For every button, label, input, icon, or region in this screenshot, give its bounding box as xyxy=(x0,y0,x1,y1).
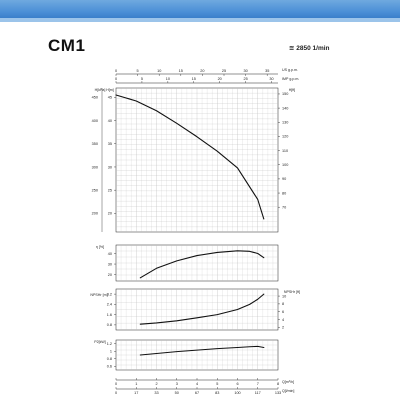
top-axis-imp-tick-label: 0 xyxy=(115,77,117,81)
power-axis-tick-label: 0.8 xyxy=(107,357,112,361)
bottom-axis-m3h-tick-label: 1 xyxy=(135,382,137,386)
bottom-axis-m3h-tick-label: 6 xyxy=(236,382,238,386)
left-axis-kpa-tick-label: 200 xyxy=(92,212,98,216)
eff-axis-label: η [%] xyxy=(96,245,104,249)
left-axis-kpa-tick-label: 250 xyxy=(92,188,98,192)
eff-axis-tick-label: 40 xyxy=(108,252,112,256)
bottom-axis-m3h-label: Q[m³/h] xyxy=(282,380,294,384)
npsh-ft-axis-tick-label: 8 xyxy=(282,302,284,306)
bottom-axis-lmin-tick-label: 133 xyxy=(275,391,281,395)
top-axis-us-tick-label: 35 xyxy=(265,69,269,73)
left-axis-m-tick-label: 45 xyxy=(108,96,112,100)
left-axis-kpa-tick-label: 350 xyxy=(92,142,98,146)
left-axis-m-tick-label: 35 xyxy=(108,142,112,146)
power-axis-tick-label: 1.2 xyxy=(107,342,112,346)
top-axis-us-tick-label: 0 xyxy=(115,69,117,73)
npsh-ft-axis-tick-label: 6 xyxy=(282,310,284,314)
right-axis-ft-tick-label: 130 xyxy=(282,121,288,125)
top-axis-us-tick-label: 25 xyxy=(222,69,226,73)
npsh-curve xyxy=(139,293,265,325)
right-axis-ft-tick-label: 110 xyxy=(282,149,288,153)
npsh-m-axis-tick-label: 0.8 xyxy=(107,323,112,327)
bottom-axis-lmin-tick-label: 50 xyxy=(175,391,179,395)
top-axis-us-tick-label: 20 xyxy=(200,69,204,73)
top-axis-imp-tick-label: 15 xyxy=(192,77,196,81)
bottom-axis-lmin-label: Q[l/min] xyxy=(282,389,294,393)
npsh-m-axis-tick-label: 3.2 xyxy=(107,292,112,296)
right-axis-ft-tick-label: 80 xyxy=(282,191,286,195)
top-axis-imp-label: IMP g.p.m. xyxy=(282,77,299,81)
bottom-axis-lmin-tick-label: 100 xyxy=(234,391,240,395)
power-axis-tick-label: 1 xyxy=(110,350,112,354)
left-axis-kpa-tick-label: 450 xyxy=(92,96,98,100)
bottom-axis-m3h-tick-label: 0 xyxy=(115,382,117,386)
eff-axis-tick-label: 20 xyxy=(108,273,112,277)
npsh-ft-axis-tick-label: 4 xyxy=(282,318,284,322)
bottom-axis-m3h-tick-label: 8 xyxy=(277,382,279,386)
npsh-ft-axis-label: NPSHr [ft] xyxy=(284,290,300,294)
bottom-axis-lmin-tick-label: 117 xyxy=(255,391,261,395)
bottom-axis-m3h-tick-label: 7 xyxy=(257,382,259,386)
efficiency-curve xyxy=(139,250,265,279)
speed-label: ≅ 2850 1/min xyxy=(289,45,330,52)
npsh-ft-axis-tick-label: 10 xyxy=(282,294,286,298)
bottom-axis-lmin-tick-label: 0 xyxy=(115,391,117,395)
left-axis-m-label: H[m] xyxy=(106,88,114,92)
model-title: CM1 xyxy=(48,36,86,55)
bottom-axis-lmin-tick-label: 17 xyxy=(134,391,138,395)
left-axis-kpa-tick-label: 400 xyxy=(92,119,98,123)
bottom-axis-m3h-tick-label: 4 xyxy=(196,382,198,386)
top-axis-imp-tick-label: 5 xyxy=(141,77,143,81)
power-curve xyxy=(139,345,265,356)
left-axis-kpa-label: H[kPa] xyxy=(95,88,106,92)
top-axis-us-tick-label: 5 xyxy=(137,69,139,73)
npsh-m-axis-tick-label: 2.4 xyxy=(107,303,112,307)
left-axis-kpa-tick-label: 300 xyxy=(92,165,98,169)
bottom-axis-lmin-tick-label: 83 xyxy=(215,391,219,395)
top-axis-imp-tick-label: 10 xyxy=(166,77,170,81)
top-axis-us-tick-label: 30 xyxy=(243,69,247,73)
right-axis-ft-tick-label: 100 xyxy=(282,163,288,167)
top-axis-imp-tick-label: 30 xyxy=(269,77,273,81)
top-axis-imp-tick-label: 20 xyxy=(218,77,222,81)
npsh-ft-axis-tick-label: 2 xyxy=(282,326,284,330)
npsh-m-axis-label: NPSHr [m] xyxy=(90,293,107,297)
bottom-axis-m3h-tick-label: 2 xyxy=(155,382,157,386)
left-axis-m-tick-label: 25 xyxy=(108,188,112,192)
power-axis-label: P2[kW] xyxy=(94,340,106,344)
bottom-axis-m3h-tick-label: 5 xyxy=(216,382,218,386)
power-axis-tick-label: 0.6 xyxy=(107,365,112,369)
left-axis-m-tick-label: 30 xyxy=(108,165,112,169)
left-axis-m-tick-label: 20 xyxy=(108,212,112,216)
right-axis-ft-label: H[ft] xyxy=(289,88,296,92)
top-axis-us-tick-label: 10 xyxy=(157,69,161,73)
left-axis-m-tick-label: 40 xyxy=(108,119,112,123)
bottom-axis-lmin-tick-label: 67 xyxy=(195,391,199,395)
header-band xyxy=(0,0,400,22)
right-axis-ft-tick-label: 90 xyxy=(282,177,286,181)
bottom-axis-m3h-tick-label: 3 xyxy=(176,382,178,386)
top-axis-us-label: US g.p.m. xyxy=(282,68,298,72)
head-curve xyxy=(115,94,265,220)
eff-axis-tick-label: 30 xyxy=(108,262,112,266)
right-axis-ft-tick-label: 120 xyxy=(282,135,288,139)
header-band-highlight xyxy=(0,18,400,22)
right-axis-ft-tick-label: 150 xyxy=(282,92,288,96)
right-axis-ft-tick-label: 70 xyxy=(282,206,286,210)
top-axis-us-tick-label: 15 xyxy=(179,69,183,73)
right-axis-ft-tick-label: 140 xyxy=(282,106,288,110)
top-axis-imp-tick-label: 25 xyxy=(243,77,247,81)
bottom-axis-lmin-tick-label: 33 xyxy=(154,391,158,395)
npsh-m-axis-tick-label: 1.6 xyxy=(107,313,112,317)
